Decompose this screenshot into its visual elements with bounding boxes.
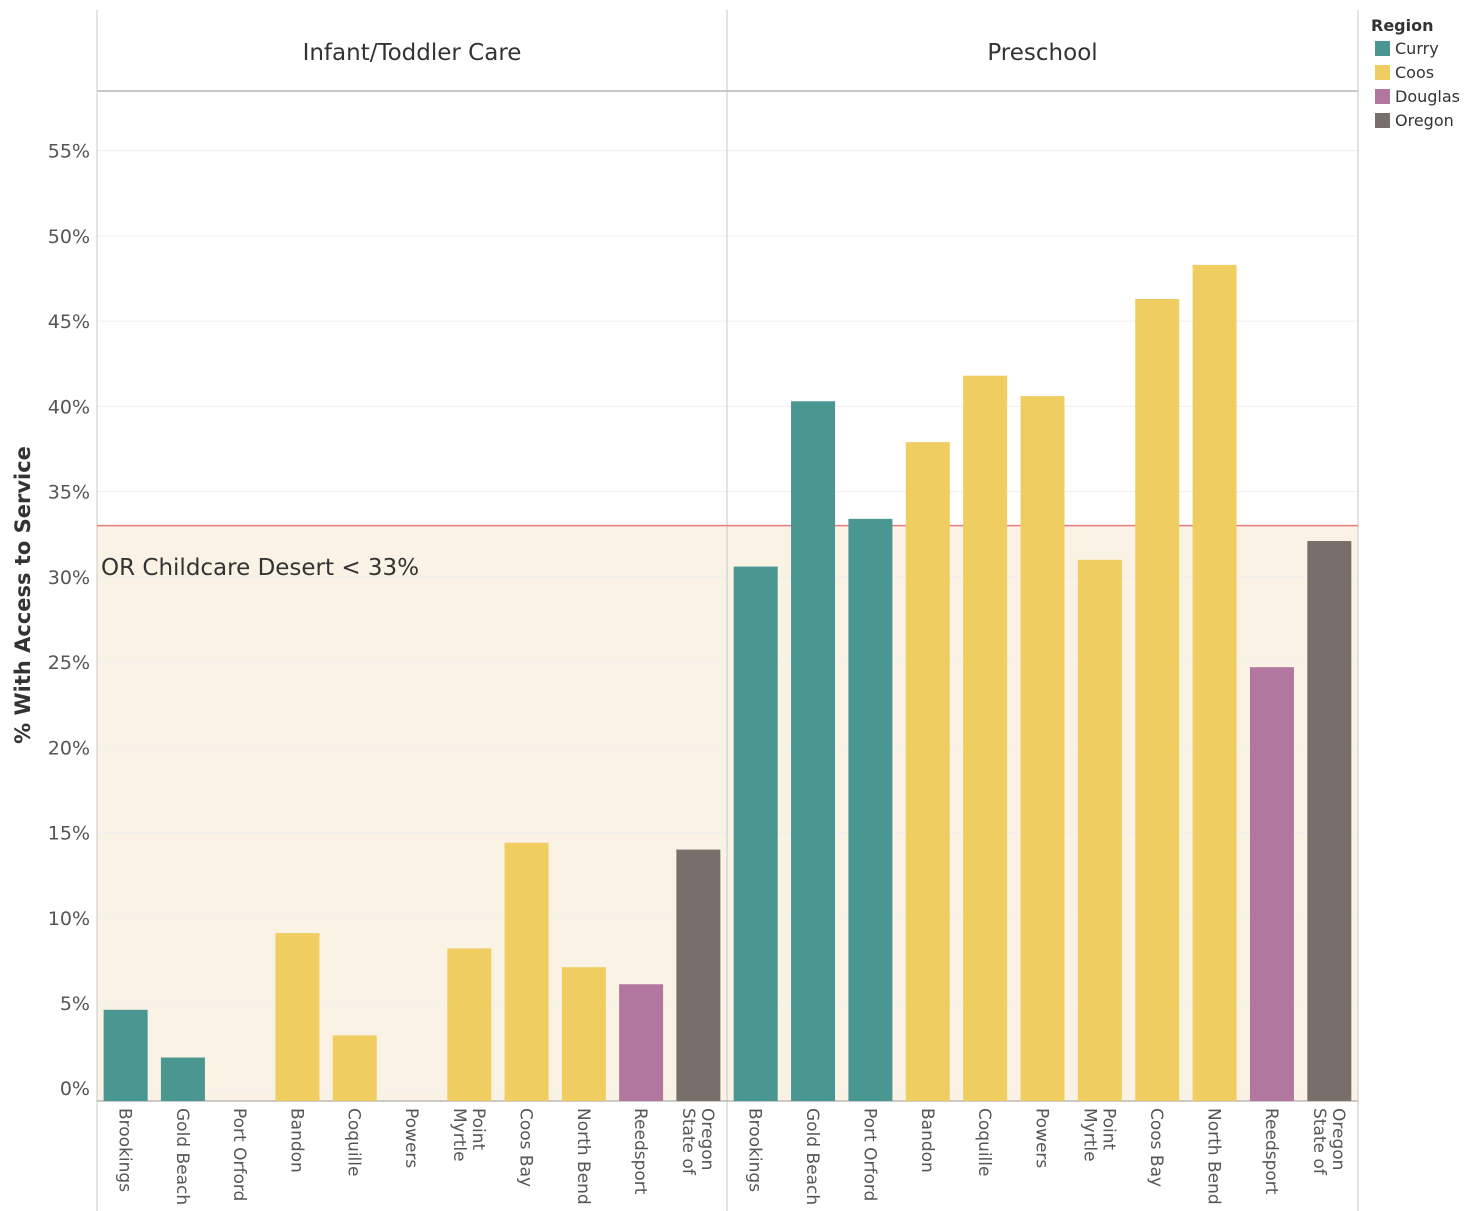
category-label-line: State of [1309, 1108, 1329, 1176]
category-label: Gold Beach [802, 1108, 822, 1205]
legend-label: Oregon [1395, 111, 1454, 130]
y-tick-label: 25% [48, 652, 90, 674]
bar [332, 1035, 377, 1101]
bar [160, 1057, 205, 1101]
bar [1077, 559, 1122, 1101]
category-label-line: Port Orford [859, 1108, 879, 1201]
category-label: Gold Beach [172, 1108, 192, 1205]
category-label-line: Brookings [115, 1108, 135, 1192]
panel-title: Infant/Toddler Care [303, 40, 522, 66]
legend-title: Region [1371, 16, 1434, 35]
category-label: Brookings [745, 1108, 765, 1192]
category-label-line: Reedsport [630, 1108, 650, 1195]
category-label-line: Gold Beach [802, 1108, 822, 1205]
legend-swatch [1375, 41, 1390, 56]
category-label: Port Orford [229, 1108, 249, 1201]
category-label-line: Coquille [974, 1108, 994, 1176]
y-tick-label: 35% [48, 482, 90, 504]
bar [1135, 298, 1180, 1101]
bar [1192, 264, 1237, 1101]
category-label: Brookings [115, 1108, 135, 1192]
category-label: North Bend [573, 1108, 593, 1205]
category-label-line: North Bend [1204, 1108, 1224, 1205]
category-label: Myrtle Point [449, 1108, 488, 1162]
y-tick-label: 5% [60, 993, 90, 1015]
category-label-line: State of [678, 1108, 698, 1176]
category-label: Reedsport [630, 1108, 650, 1195]
bar [676, 849, 721, 1101]
y-tick-label: 55% [48, 141, 90, 163]
category-label-line: Reedsport [1261, 1108, 1281, 1195]
legend-swatch [1375, 113, 1390, 128]
category-label-line: Oregon [697, 1108, 717, 1170]
childcare-desert-label: OR Childcare Desert < 33% [101, 555, 419, 581]
y-axis-ticks: 0% 5% 10% 15% 20% 25% 30% 35% 40% 45% 50% 55% [48, 141, 90, 1101]
y-tick-label: 45% [48, 311, 90, 333]
category-label-line: Brookings [745, 1108, 765, 1192]
legend-label: Coos [1395, 63, 1434, 82]
category-label: Powers [401, 1108, 421, 1168]
category-label-line: North Bend [573, 1108, 593, 1205]
bar [905, 442, 950, 1101]
category-label-line: Coos Bay [516, 1108, 536, 1187]
category-label-line: Bandon [286, 1108, 306, 1173]
bar [447, 948, 492, 1101]
bars [103, 264, 1352, 1101]
category-label: Coos Bay [516, 1108, 536, 1187]
category-label-line: Gold Beach [172, 1108, 192, 1205]
category-label-line: Oregon [1328, 1108, 1348, 1170]
panel-title: Preschool [987, 40, 1097, 66]
bar [1307, 541, 1352, 1101]
bar [275, 933, 320, 1101]
legend-label: Curry [1395, 39, 1439, 58]
legend-swatch [1375, 65, 1390, 80]
category-label: Bandon [917, 1108, 937, 1173]
category-label-line: Myrtle [1079, 1108, 1099, 1162]
y-tick-label: 50% [48, 226, 90, 248]
bar [1249, 667, 1294, 1101]
legend: Region Curry Coos Douglas Oregon [1371, 16, 1460, 130]
category-label-line: Port Orford [229, 1108, 249, 1201]
category-label-line: Point [468, 1108, 488, 1151]
bar [963, 375, 1008, 1101]
category-labels: Brookings Gold Beach Port Orford Bandon Coqu… [115, 1108, 1348, 1205]
category-label: Coquille [344, 1108, 364, 1176]
y-tick-label: 20% [48, 737, 90, 759]
category-label-line: Coquille [344, 1108, 364, 1176]
category-label-line: Powers [1032, 1108, 1052, 1168]
y-tick-label: 0% [60, 1078, 90, 1100]
bar [733, 566, 778, 1101]
bar [619, 984, 664, 1101]
panel-frames: Infant/Toddler Care Preschool [96, 10, 1359, 1211]
bar [504, 842, 549, 1101]
category-label: Coquille [974, 1108, 994, 1176]
y-tick-label: 10% [48, 908, 90, 930]
category-label-line: Bandon [917, 1108, 937, 1173]
category-label: Coos Bay [1146, 1108, 1166, 1187]
bar [561, 967, 606, 1101]
category-label: Powers [1032, 1108, 1052, 1168]
y-axis-title: % With Access to Service [11, 446, 35, 744]
bar [791, 401, 836, 1101]
y-tick-label: 40% [48, 396, 90, 418]
bar [848, 518, 893, 1101]
y-tick-label: 30% [48, 567, 90, 589]
category-label: North Bend [1204, 1108, 1224, 1205]
category-label-line: Coos Bay [1146, 1108, 1166, 1187]
category-label: State of Oregon [1309, 1108, 1348, 1176]
category-label: Bandon [286, 1108, 306, 1173]
legend-label: Douglas [1395, 87, 1460, 106]
category-label: Port Orford [859, 1108, 879, 1201]
category-label-line: Powers [401, 1108, 421, 1168]
category-label-line: Point [1098, 1108, 1118, 1151]
category-label: Myrtle Point [1079, 1108, 1118, 1162]
category-label: State of Oregon [678, 1108, 717, 1176]
category-label-line: Myrtle [449, 1108, 469, 1162]
bar [103, 1009, 148, 1101]
category-label: Reedsport [1261, 1108, 1281, 1195]
y-tick-label: 15% [48, 823, 90, 845]
legend-swatch [1375, 89, 1390, 104]
bar [1020, 396, 1065, 1101]
